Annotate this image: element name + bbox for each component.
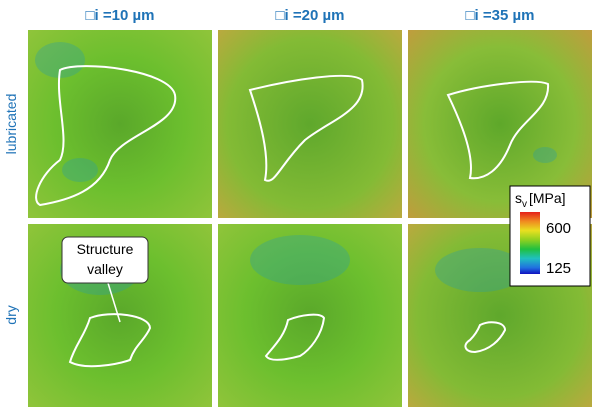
annotation-text: valley xyxy=(87,261,123,277)
row-label: lubricated xyxy=(3,94,19,155)
colorbar-unit: [MPa] xyxy=(529,190,566,206)
column-header: □i =35 µm xyxy=(466,7,535,24)
figure: □i =10 µm □i =20 µm □i =35 µm lubricated… xyxy=(0,0,592,407)
stress-map xyxy=(218,30,402,218)
panels xyxy=(28,30,592,407)
column-header: □i =20 µm xyxy=(276,7,345,24)
column-header: □i =10 µm xyxy=(86,7,155,24)
colorbar-subscript: v xyxy=(522,199,527,210)
colorbar: sv[MPa] 600 125 xyxy=(510,186,590,286)
colorbar-tick-label: 125 xyxy=(546,260,571,277)
colorbar-scale xyxy=(520,212,540,274)
row-label: dry xyxy=(3,305,19,324)
colorbar-tick-label: 600 xyxy=(546,220,571,237)
colorbar-symbol: s xyxy=(515,190,522,206)
annotation-text: Structure xyxy=(77,241,134,257)
